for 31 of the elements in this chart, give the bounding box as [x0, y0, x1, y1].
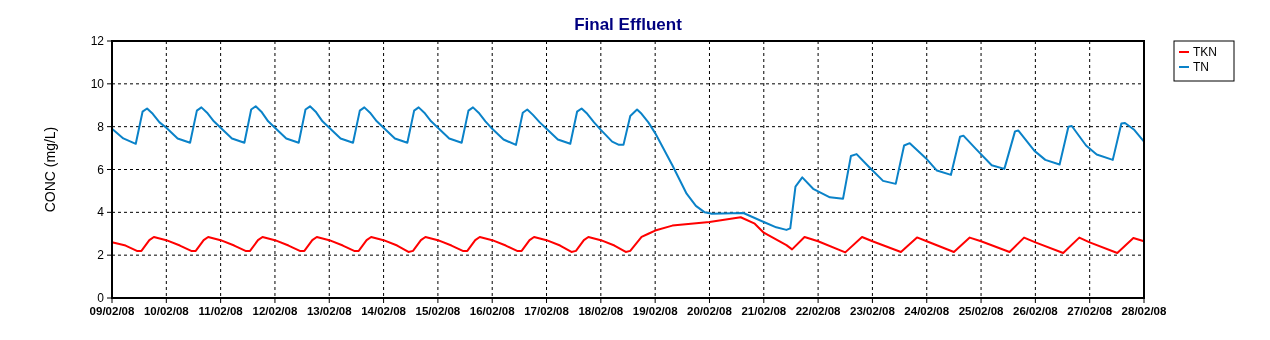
- y-tick-label: 10: [90, 76, 105, 91]
- legend-label: TKN: [1193, 45, 1217, 59]
- y-tick-label: 2: [97, 248, 105, 263]
- x-tick-label: 19/02/08: [632, 305, 679, 317]
- y-tick-label: 0: [97, 291, 105, 305]
- x-tick-label: 13/02/08: [306, 305, 353, 317]
- legend-label: TN: [1193, 60, 1209, 74]
- x-tick-label: 11/02/08: [198, 305, 244, 317]
- x-tick-label: 24/02/08: [904, 305, 950, 317]
- y-tick-label: 6: [97, 162, 105, 177]
- x-tick-label: 17/02/08: [524, 305, 570, 317]
- x-tick-label: 25/02/08: [958, 305, 1005, 317]
- x-tick-label: 21/02/08: [741, 305, 787, 317]
- x-tick-label: 12/02/08: [252, 305, 298, 317]
- x-tick-label: 28/02/08: [1121, 305, 1167, 317]
- x-tick-label: 09/02/08: [89, 305, 135, 317]
- y-tick-label: 8: [97, 119, 105, 134]
- x-tick-label: 23/02/08: [850, 305, 896, 317]
- x-tick-label: 15/02/08: [415, 305, 461, 317]
- x-tick-label: 27/02/08: [1067, 305, 1113, 317]
- x-tick-label: 18/02/08: [578, 305, 624, 317]
- y-tick-label: 4: [97, 205, 105, 220]
- y-tick-label: 12: [90, 34, 105, 48]
- x-tick-label: 20/02/08: [687, 305, 733, 317]
- x-tick-label: 26/02/08: [1012, 305, 1059, 317]
- x-tick-label: 16/02/08: [469, 305, 516, 317]
- x-tick-label: 14/02/08: [361, 305, 407, 317]
- x-tick-label: 10/02/08: [143, 305, 190, 317]
- x-tick-label: 22/02/08: [795, 305, 842, 317]
- chart-title: Final Effluent: [574, 15, 683, 34]
- y-axis-title: CONC (mg/L): [42, 126, 58, 213]
